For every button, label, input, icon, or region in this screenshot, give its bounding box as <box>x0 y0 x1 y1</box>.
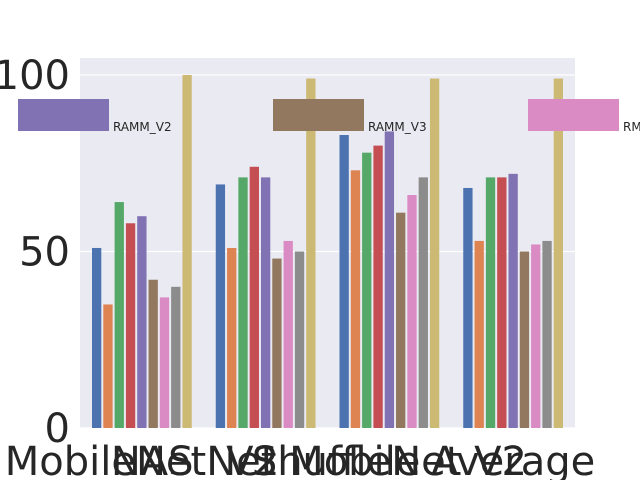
bar <box>508 173 518 428</box>
bar <box>227 247 237 428</box>
bar <box>137 216 147 428</box>
bar <box>418 177 428 428</box>
bar <box>463 187 473 428</box>
bar <box>429 78 440 428</box>
legend-swatch <box>528 99 619 131</box>
bar <box>159 297 170 428</box>
legend-swatch <box>273 99 364 131</box>
bar <box>519 251 530 428</box>
legend-label: RM <box>623 120 640 134</box>
bars <box>92 75 563 429</box>
x-tick-label: NAS Net Mobile <box>111 439 421 480</box>
bar <box>362 152 372 428</box>
bar <box>485 177 496 428</box>
x-tick-label: ShuffleNet V2 <box>252 439 527 480</box>
legend-label: RAMM_V3 <box>368 120 427 134</box>
bar <box>238 177 248 428</box>
bar <box>542 240 552 428</box>
bar <box>103 304 113 428</box>
legend: RAMM_V2 RAMM_V3 RM <box>18 99 640 134</box>
bar <box>407 195 417 428</box>
bar <box>474 240 484 428</box>
bar <box>373 145 383 428</box>
legend-label: RAMM_V2 <box>113 120 172 134</box>
bar <box>260 177 271 428</box>
bar <box>294 251 305 428</box>
bar <box>350 170 361 428</box>
bar <box>114 202 124 428</box>
bar <box>553 78 563 428</box>
bar <box>283 240 293 428</box>
x-tick-label: MobileNet_V2 <box>5 439 279 480</box>
y-tick-label: 0 <box>45 406 70 452</box>
y-tick-label: 100 <box>0 53 70 99</box>
bar <box>148 279 158 428</box>
legend-swatch <box>18 99 109 131</box>
bar <box>182 75 192 428</box>
bar <box>531 244 541 428</box>
bar <box>339 135 349 428</box>
bar <box>384 131 395 429</box>
bar <box>171 286 181 428</box>
y-tick-label: 50 <box>19 230 70 276</box>
bar <box>125 223 136 428</box>
bar <box>92 247 102 428</box>
bar <box>215 184 226 428</box>
y-tick-labels: 0 50 100 <box>0 53 70 452</box>
bar <box>249 166 259 428</box>
x-tick-label: Average <box>431 439 595 480</box>
bar <box>497 177 507 428</box>
bar <box>272 258 282 428</box>
bar <box>306 78 316 428</box>
bar <box>396 212 406 428</box>
